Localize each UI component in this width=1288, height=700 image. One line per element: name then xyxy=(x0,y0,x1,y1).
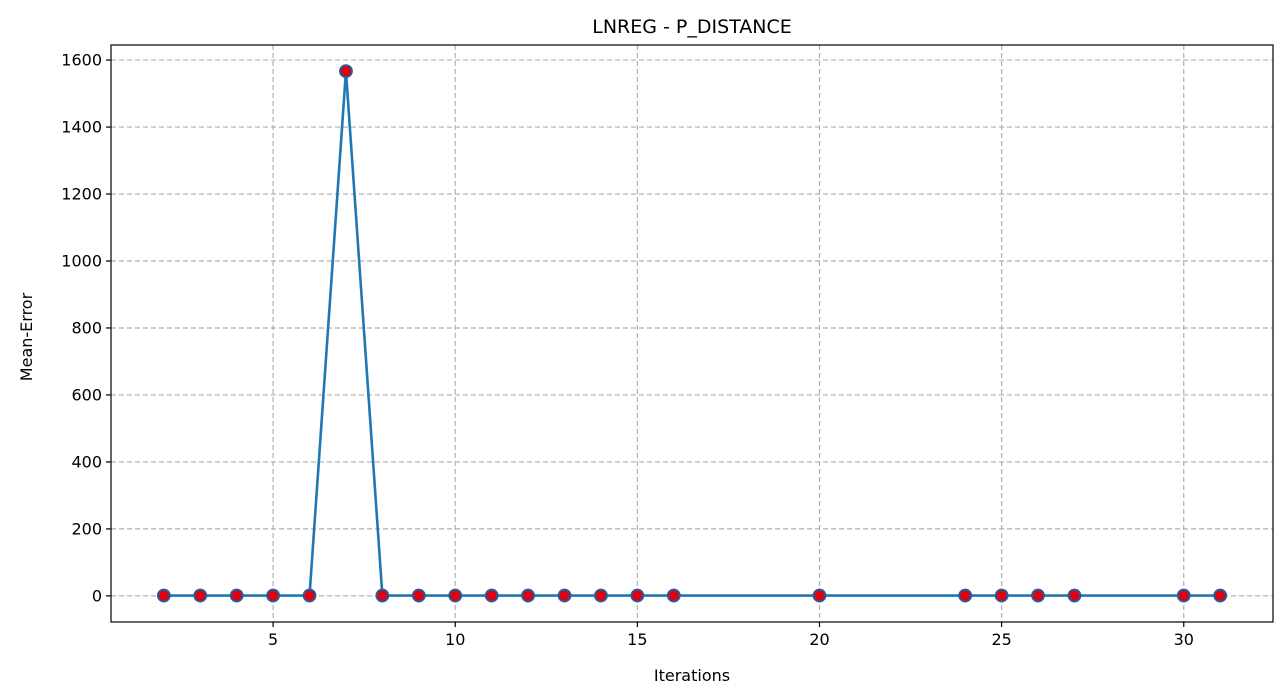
data-point xyxy=(266,588,280,603)
data-point xyxy=(557,588,572,603)
data-point xyxy=(812,588,827,603)
x-tick-label: 10 xyxy=(445,630,465,649)
series-layer xyxy=(156,64,1228,603)
plot-frame xyxy=(110,44,1274,623)
data-point xyxy=(156,588,171,603)
y-tick-label: 1600 xyxy=(61,51,102,70)
x-tick-label: 20 xyxy=(809,630,829,649)
chart-title: LNREG - P_DISTANCE xyxy=(592,16,792,38)
data-point xyxy=(302,588,317,603)
x-tick-label: 5 xyxy=(268,630,278,649)
data-point xyxy=(958,588,973,603)
data-point xyxy=(339,64,353,79)
x-tick-label: 15 xyxy=(627,630,647,649)
data-point xyxy=(229,588,244,603)
y-tick-label: 0 xyxy=(92,586,102,605)
data-point xyxy=(666,588,681,603)
data-point xyxy=(594,588,608,603)
data-point xyxy=(1176,588,1191,603)
data-point xyxy=(994,588,1009,603)
gridlines xyxy=(111,45,1273,622)
y-axis-label: Mean-Error xyxy=(17,292,36,381)
data-point xyxy=(521,588,535,603)
axis-ticks: 5 10 15 20 25 30 0 200 400 600 800 1000 1200 1400 1600 xyxy=(61,51,1194,649)
data-point xyxy=(448,588,463,603)
y-tick-label: 400 xyxy=(71,452,102,471)
y-tick-label: 200 xyxy=(71,519,102,538)
y-tick-label: 1200 xyxy=(61,185,102,204)
x-axis-label: Iterations xyxy=(654,666,730,685)
x-tick-label: 25 xyxy=(991,630,1011,649)
data-point xyxy=(484,588,499,603)
series-line xyxy=(163,69,1221,597)
data-point xyxy=(630,588,645,603)
data-point xyxy=(411,588,426,603)
y-tick-label: 1400 xyxy=(61,118,102,137)
x-tick-label: 30 xyxy=(1174,630,1194,649)
data-point xyxy=(375,588,390,603)
data-point xyxy=(1067,588,1082,603)
data-point xyxy=(193,588,208,603)
data-point xyxy=(1213,588,1228,603)
y-tick-label: 600 xyxy=(71,385,102,404)
y-tick-label: 800 xyxy=(71,318,102,337)
data-point xyxy=(1031,588,1045,603)
y-tick-label: 1000 xyxy=(61,251,102,270)
